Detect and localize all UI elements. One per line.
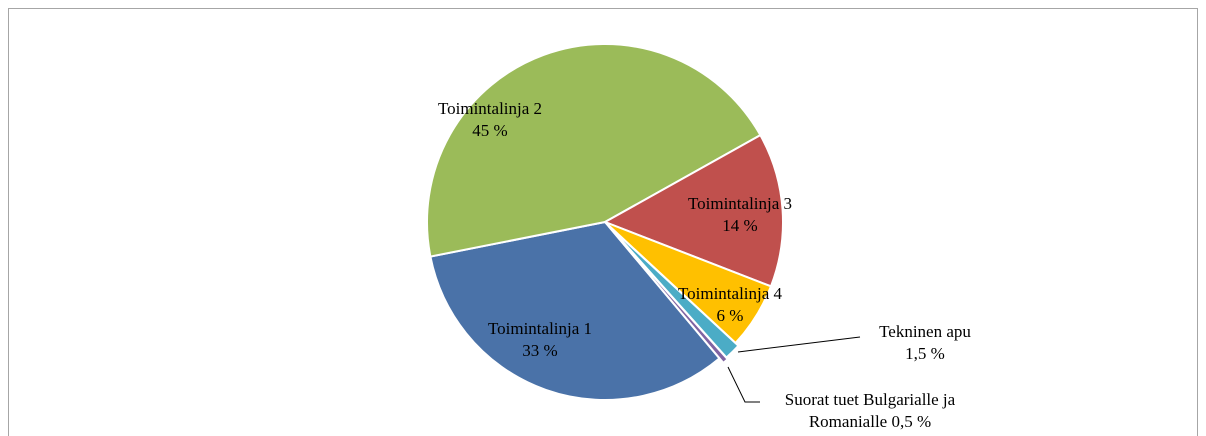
value-label: 45 %: [472, 121, 508, 140]
value-label: 14 %: [722, 216, 758, 235]
category-label: Suorat tuet Bulgarialle ja Romanialle: [784, 390, 956, 431]
slice-label: Toimintalinja 1 33 %: [488, 318, 592, 362]
pie-slice: [429, 220, 721, 401]
category-label: Toimintalinja 3: [687, 194, 793, 213]
leader-line: [727, 366, 760, 403]
leader-line: [737, 336, 861, 353]
frame: [8, 8, 1198, 436]
slice-label: Toimintalinja 4 6 %: [678, 283, 782, 327]
pie-slice: [608, 225, 729, 365]
category-label: Tekninen apu: [879, 322, 971, 341]
category-label: Toimintalinja 1: [487, 319, 593, 338]
slice-label: Suorat tuet Bulgarialle ja Romanialle 0,…: [781, 389, 959, 433]
pie-slice: [602, 133, 784, 288]
slice-label: Tekninen apu 1,5 %: [879, 321, 971, 365]
slice-label: Toimintalinja 3 14 %: [688, 193, 792, 237]
pie-slice: [426, 43, 762, 258]
value-label: 1,5 %: [905, 344, 945, 363]
value-label: 6 %: [716, 306, 744, 325]
value-label: 33 %: [522, 341, 558, 360]
category-label: Toimintalinja 4: [677, 284, 783, 303]
category-label: Toimintalinja 2: [437, 99, 543, 118]
value-label: 0,5 %: [891, 412, 932, 431]
slice-label: Toimintalinja 2 45 %: [438, 98, 542, 142]
